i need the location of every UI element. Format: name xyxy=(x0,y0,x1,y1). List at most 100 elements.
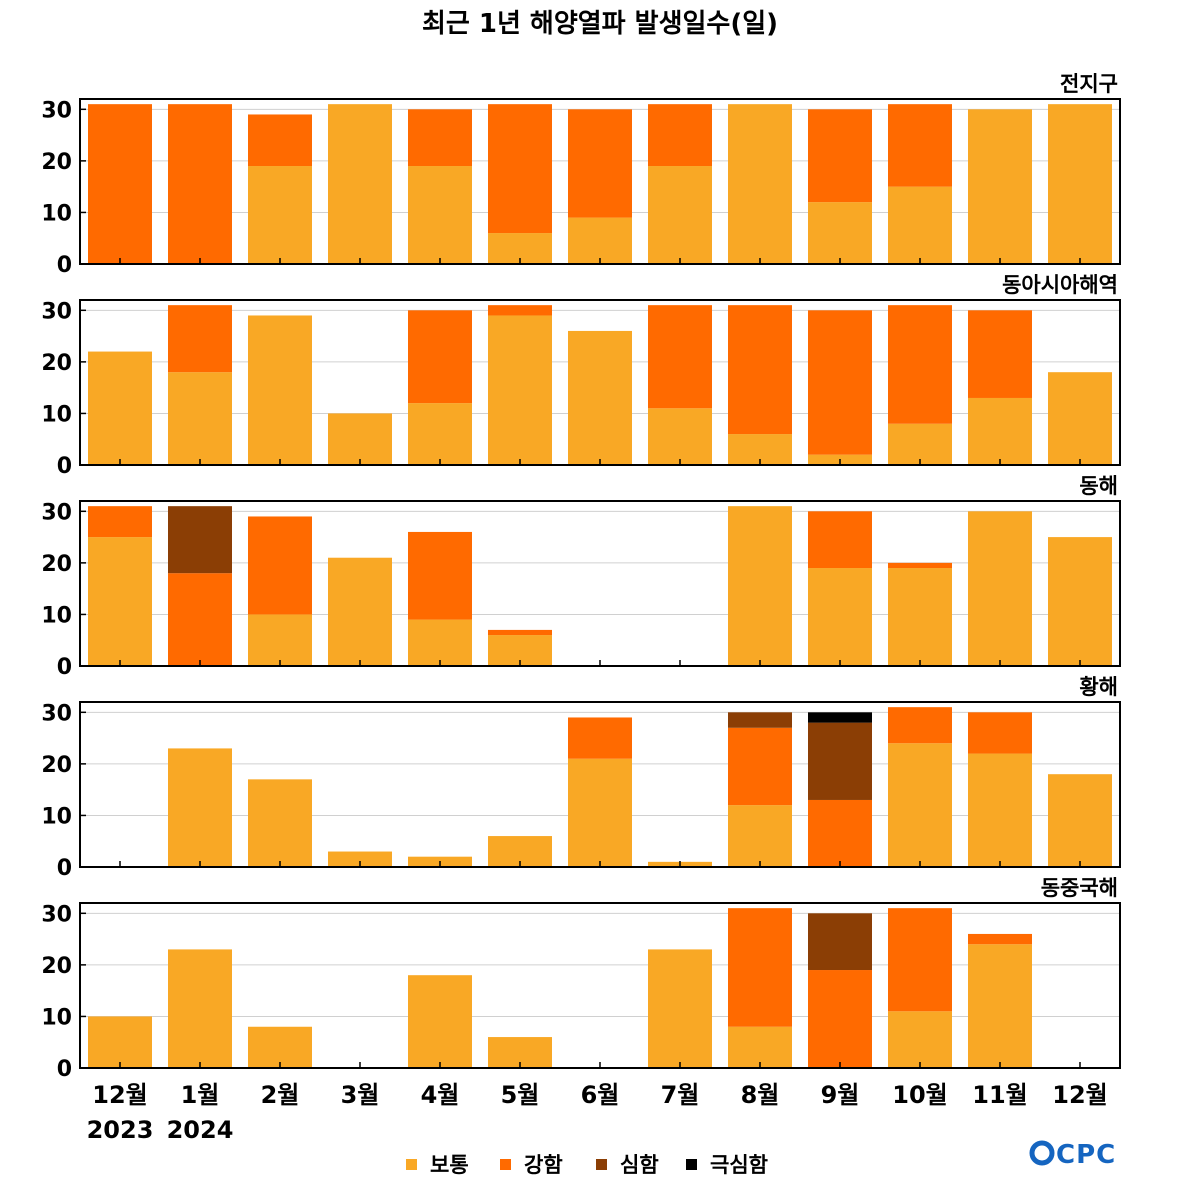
legend-swatch xyxy=(500,1159,511,1170)
bar-segment xyxy=(248,1026,312,1068)
bar-segment xyxy=(808,970,872,1068)
legend-label: 보통 xyxy=(430,1153,469,1177)
bar-segment xyxy=(968,310,1032,398)
x-tick-label: 4월 xyxy=(421,1081,460,1109)
bar-segment xyxy=(648,305,712,409)
bar-segment xyxy=(808,511,872,569)
bar-segment xyxy=(328,104,392,264)
bar-segment xyxy=(648,949,712,1068)
bar-segment xyxy=(168,104,232,264)
bar-segment xyxy=(488,305,552,316)
bar-segment xyxy=(728,908,792,1027)
bar-segment xyxy=(888,743,952,867)
bar-segment xyxy=(408,975,472,1068)
x-tick-label: 8월 xyxy=(741,1081,780,1109)
bar-segment xyxy=(88,506,152,538)
bar-segment xyxy=(568,109,632,218)
bar-segment xyxy=(728,712,792,728)
bar-segment xyxy=(888,305,952,424)
bar-segment xyxy=(648,104,712,167)
bar-segment xyxy=(488,315,552,465)
bar-segment xyxy=(1048,774,1112,867)
x-tick-label: 12월 xyxy=(92,1081,147,1109)
panel-0: 전지구 0 10 20 30 xyxy=(41,72,1121,278)
bar-segment xyxy=(168,949,232,1068)
bar-segment xyxy=(728,805,792,867)
panels-group: 전지구 0 10 20 30 동아시아해역 0 10 20 30 동해 0 10 20 30 황해 0 10 20 3… xyxy=(41,72,1121,1082)
bar-segment xyxy=(1048,372,1112,465)
y-tick-label: 30 xyxy=(41,299,72,324)
bar-segment xyxy=(888,568,952,666)
y-tick-label: 10 xyxy=(41,804,72,829)
bar-segment xyxy=(248,516,312,615)
legend-swatch xyxy=(596,1159,607,1170)
bar-segment xyxy=(568,717,632,759)
bar-segment xyxy=(88,351,152,465)
panel-label: 동해 xyxy=(1079,474,1118,498)
panel-frame xyxy=(79,500,1121,667)
bar-segment xyxy=(168,305,232,373)
y-tick-label: 20 xyxy=(41,351,72,376)
x-tick-label: 9월 xyxy=(821,1081,860,1109)
bar-segment xyxy=(888,707,952,744)
legend: 보통 강함 심함 극심함 xyxy=(406,1153,768,1177)
x-tick-label: 10월 xyxy=(892,1081,947,1109)
x-tick-label: 11월 xyxy=(972,1081,1027,1109)
bar-segment xyxy=(808,568,872,666)
y-tick-label: 20 xyxy=(41,552,72,577)
bar-segment xyxy=(88,104,152,264)
bar-segment xyxy=(968,753,1032,867)
bar-segment xyxy=(888,562,952,569)
y-tick-label: 10 xyxy=(41,1005,72,1030)
bar-segment xyxy=(728,305,792,435)
x-tick-label: 2월 xyxy=(261,1081,300,1109)
panel-frame xyxy=(79,902,1121,1069)
y-tick-label: 0 xyxy=(57,253,72,278)
bar-segment xyxy=(408,619,472,666)
y-tick-label: 0 xyxy=(57,454,72,479)
bar-segment xyxy=(248,779,312,867)
bar-segment xyxy=(248,166,312,264)
x-tick-label: 12월 xyxy=(1052,1081,1107,1109)
bar-segment xyxy=(968,933,1032,945)
legend-label: 강함 xyxy=(524,1153,563,1177)
logo-globe-icon xyxy=(1029,1140,1055,1166)
y-tick-label: 20 xyxy=(41,954,72,979)
legend-swatch xyxy=(686,1159,697,1170)
y-tick-label: 20 xyxy=(41,150,72,175)
bar-segment xyxy=(728,727,792,806)
ocpc-logo: CPC xyxy=(1029,1140,1116,1170)
y-tick-label: 0 xyxy=(57,1057,72,1082)
bar-segment xyxy=(808,109,872,203)
bar-segment xyxy=(968,712,1032,754)
y-tick-label: 10 xyxy=(41,402,72,427)
bar-segment xyxy=(168,372,232,465)
panel-1: 동아시아해역 0 10 20 30 xyxy=(41,273,1121,479)
logo-text: CPC xyxy=(1056,1140,1116,1170)
bar-segment xyxy=(728,1026,792,1068)
bar-segment xyxy=(408,531,472,620)
bar-segment xyxy=(168,748,232,867)
bar-segment xyxy=(808,799,872,867)
legend-label: 심함 xyxy=(620,1153,659,1177)
bar-segment xyxy=(968,944,1032,1068)
x-tick-label: 5월 xyxy=(501,1081,540,1109)
x-tick-label: 7월 xyxy=(661,1081,700,1109)
y-tick-label: 30 xyxy=(41,98,72,123)
panel-label: 동아시아해역 xyxy=(1002,273,1118,297)
bar-segment xyxy=(568,758,632,867)
bar-segment xyxy=(328,413,392,465)
bar-segment xyxy=(248,315,312,465)
bar-segment xyxy=(168,573,232,666)
bar-segment xyxy=(728,104,792,264)
page-title: 최근 1년 해양열파 발생일수(일) xyxy=(422,9,778,39)
panel-3: 황해 0 10 20 30 xyxy=(41,675,1121,881)
bar-segment xyxy=(808,913,872,971)
bar-segment xyxy=(808,712,872,723)
y-tick-label: 10 xyxy=(41,201,72,226)
bar-segment xyxy=(648,166,712,264)
legend-swatch xyxy=(406,1159,417,1170)
bar-segment xyxy=(888,186,952,264)
x-tick-label: 6월 xyxy=(581,1081,620,1109)
